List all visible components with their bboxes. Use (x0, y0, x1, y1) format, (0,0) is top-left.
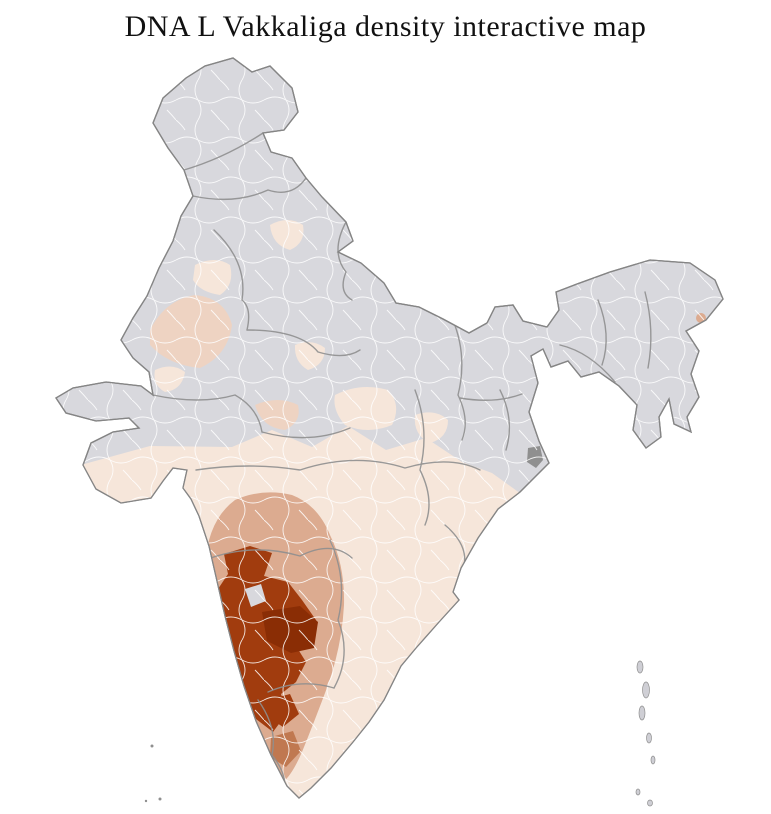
island[interactable] (646, 732, 652, 744)
island[interactable] (150, 744, 154, 748)
state-border-line (213, 229, 250, 331)
state-border-line (192, 177, 307, 201)
island[interactable] (647, 799, 653, 807)
state-border-line (152, 394, 263, 433)
state-border-line (204, 547, 353, 561)
india-outline (55, 57, 724, 799)
island[interactable] (642, 681, 650, 699)
island[interactable] (144, 799, 148, 803)
state-border-line (414, 389, 430, 526)
state-border-line (337, 221, 353, 301)
state-border-line (644, 291, 652, 369)
island[interactable] (636, 660, 644, 674)
state-borders (152, 132, 652, 793)
state-border-line (459, 393, 523, 401)
state-border-line (183, 132, 264, 171)
district-boundaries-overlay (56, 58, 723, 798)
state-border-line (267, 683, 335, 693)
state-border-line (329, 539, 345, 689)
state-border-line (261, 427, 351, 439)
island[interactable] (650, 755, 656, 765)
island[interactable] (638, 705, 646, 721)
state-border-line (559, 344, 616, 383)
state-border-line (597, 299, 607, 366)
state-border-line (246, 329, 361, 357)
andaman-nicobar-islands[interactable] (635, 660, 656, 807)
state-border-line (195, 459, 481, 471)
state-border-line (451, 317, 466, 441)
page-title: DNA L Vakkaliga density interactive map (124, 10, 647, 43)
island[interactable] (635, 788, 641, 796)
state-border-line (499, 389, 511, 451)
island[interactable] (158, 797, 162, 801)
lakshadweep-islands[interactable] (144, 744, 162, 803)
